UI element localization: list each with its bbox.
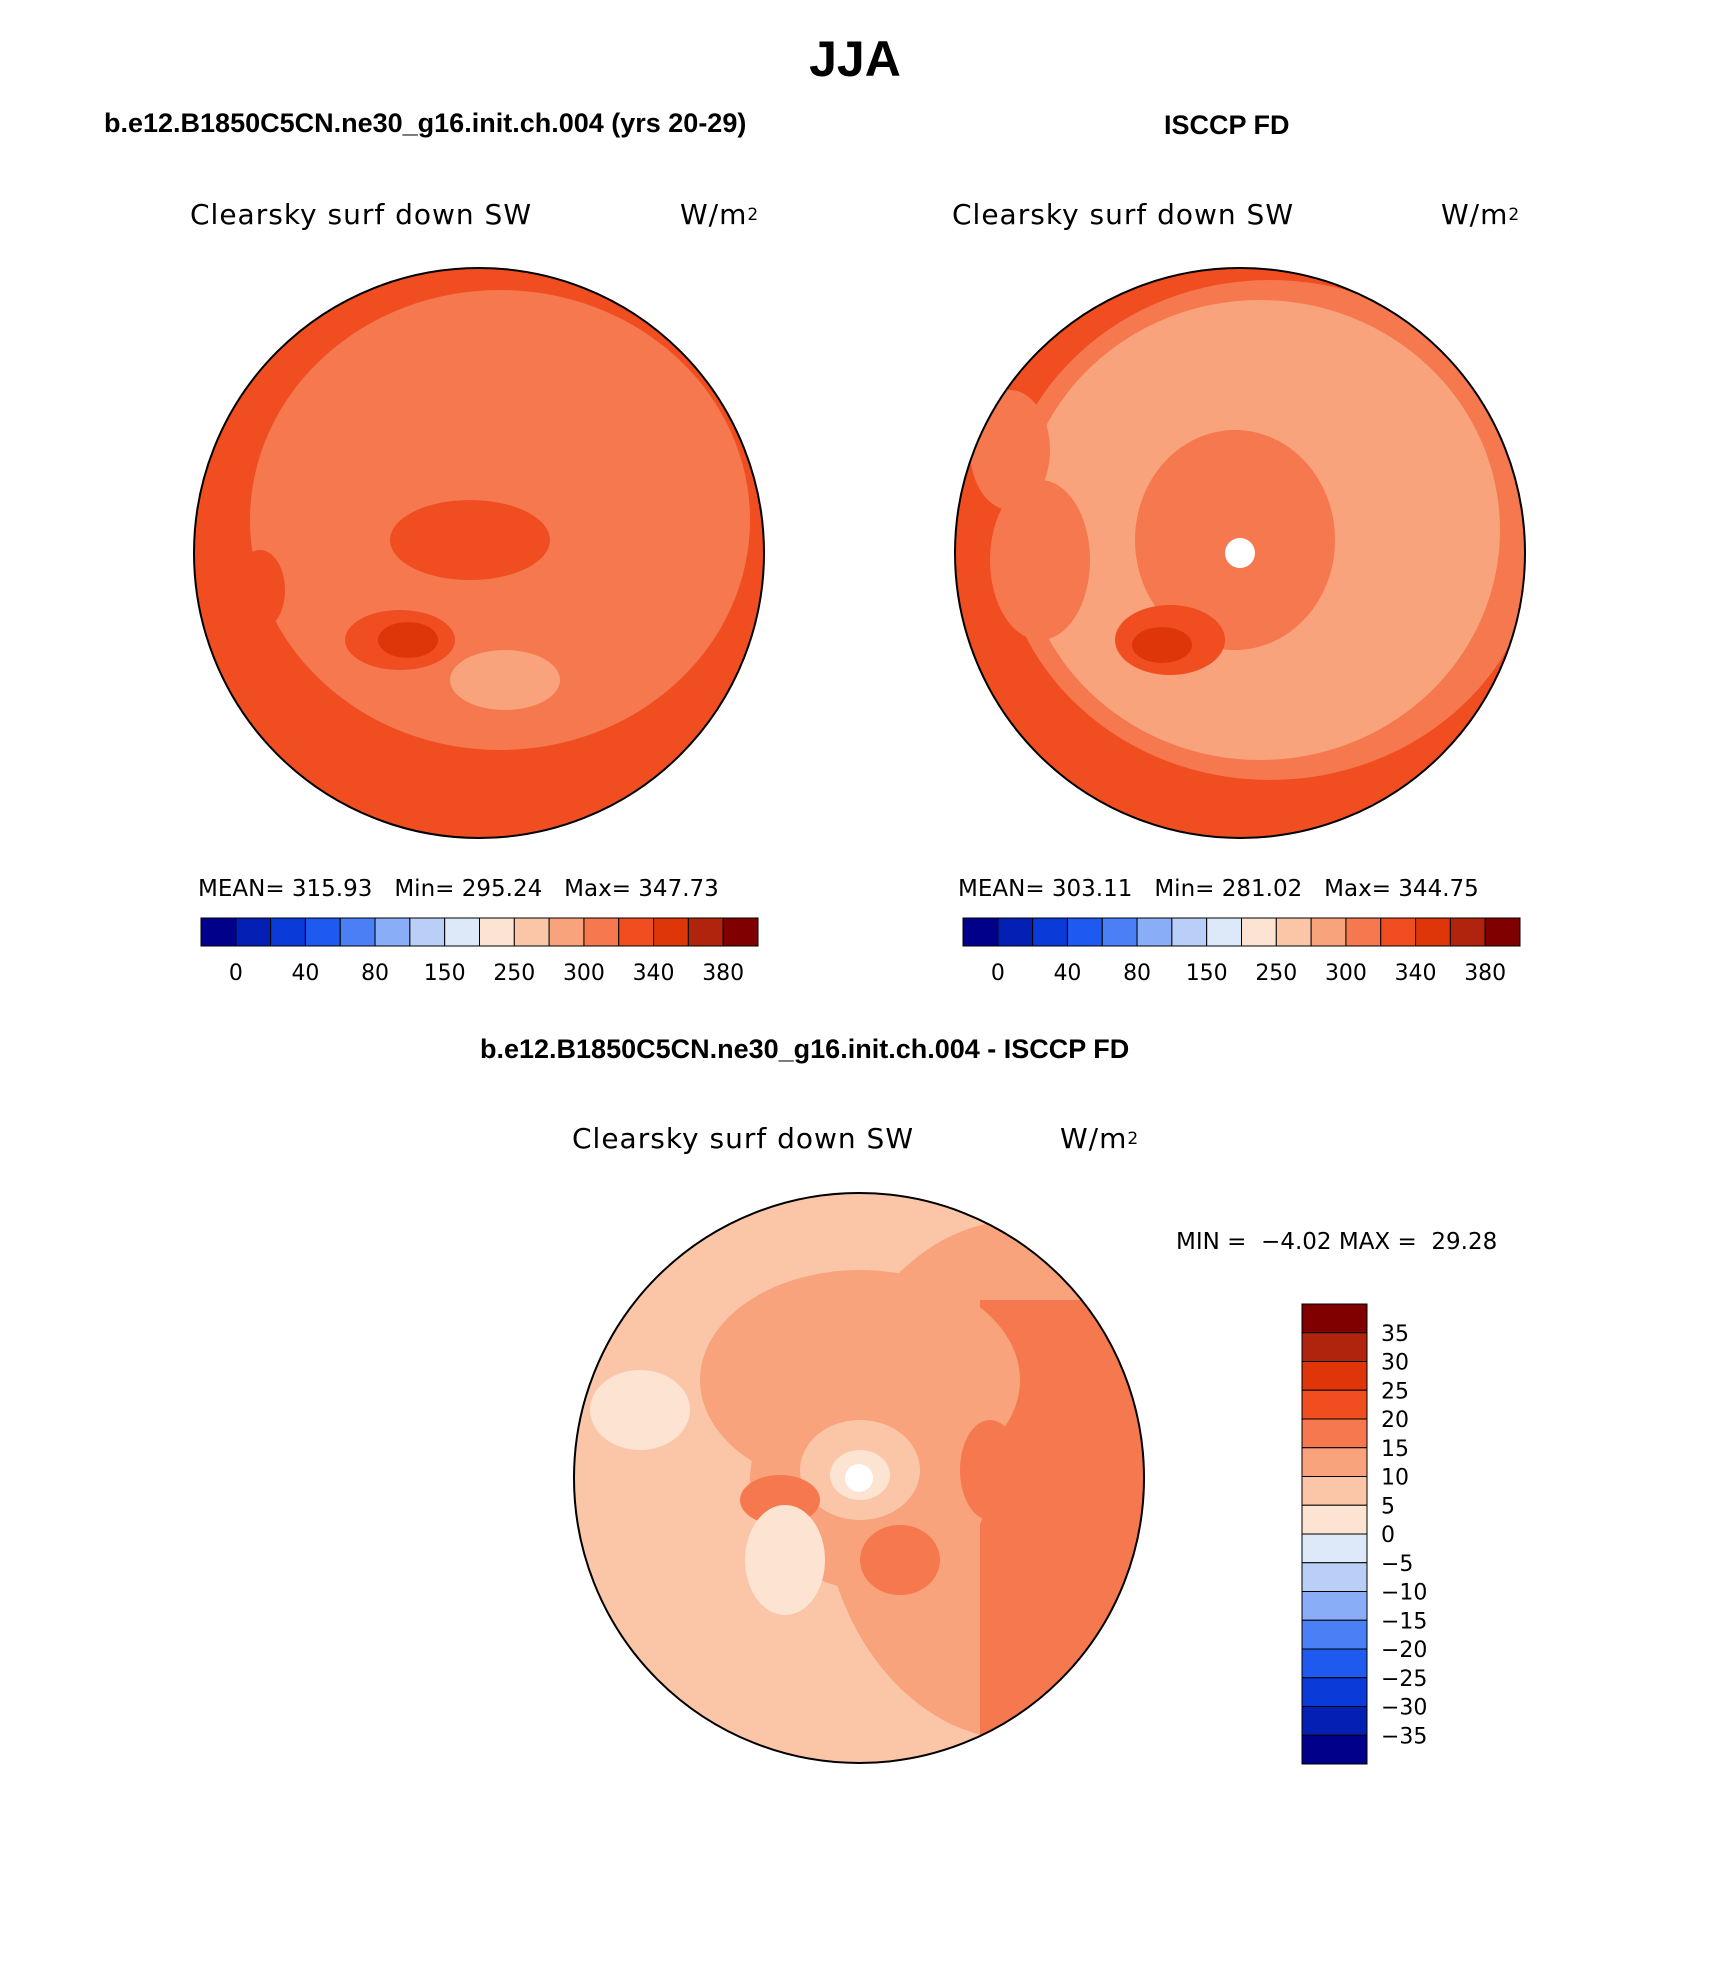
panel-3-colorbar-tick-label: 15 — [1381, 1437, 1409, 1462]
panel-2-stats: MEAN= 303.11 Min= 281.02 Max= 344.75 — [958, 876, 1479, 902]
panel-3-colorbar-swatch — [1301, 1619, 1368, 1650]
panel-2-colorbar-tick-label: 80 — [1123, 961, 1151, 986]
panel-3-colorbar-swatch — [1301, 1476, 1368, 1506]
panel-1-colorbar-tick-label: 80 — [361, 961, 389, 986]
panel-3-colorbar-tick-label: −20 — [1381, 1638, 1427, 1663]
panel-2-colorbar-tick-label: 340 — [1395, 961, 1437, 986]
panel-2-units: W/m2 — [1441, 198, 1521, 231]
panel-2-colorbar-swatch — [1380, 917, 1417, 947]
panel-3-variable-label: Clearsky surf down SW — [572, 1122, 915, 1155]
panel-1-colorbar-tick-label: 380 — [702, 961, 744, 986]
panel-3-colorbar-swatch — [1301, 1648, 1368, 1679]
panel-1-colorbar-swatch — [200, 917, 237, 947]
figure-title: JJA — [809, 31, 901, 87]
panel-2-colorbar-tick-label: 250 — [1255, 961, 1297, 986]
panel-1-colorbar-swatch — [235, 917, 272, 947]
panel-3-colorbar-swatch — [1301, 1591, 1368, 1621]
panel-2-colorbar-swatch — [1484, 917, 1521, 947]
panel-3-colorbar-swatch — [1301, 1303, 1368, 1334]
panel-1-colorbar: 0 40 80 150 250 300 340 380 — [200, 917, 759, 986]
panel-1-colorbar-swatch — [687, 917, 724, 947]
panel-1-colorbar-tick-label: 0 — [229, 961, 243, 986]
panel-3-colorbar-swatch — [1301, 1418, 1368, 1449]
panel-3-colorbar-swatch — [1301, 1562, 1368, 1592]
panel-3-colorbar-tick-label: 10 — [1381, 1466, 1409, 1491]
panel-1-colorbar-tick-label: 250 — [493, 961, 535, 986]
panel-2-colorbar: 0 40 80 150 250 300 340 380 — [962, 917, 1521, 986]
panel-2-colorbar-swatch — [1101, 917, 1138, 947]
panel-3-colorbar-swatch — [1301, 1504, 1368, 1535]
panel-1-colorbar-swatch — [270, 917, 306, 947]
panel-1-colorbar-tick-label: 150 — [424, 961, 466, 986]
panel-3-colorbar-tick-label: 0 — [1381, 1523, 1395, 1548]
panel-3-colorbar-tick-label: −5 — [1381, 1552, 1413, 1577]
panel-1-colorbar-swatch — [653, 917, 689, 947]
panel-2-colorbar-swatch — [1241, 917, 1277, 947]
panel-3-colorbar-swatch — [1301, 1533, 1368, 1564]
panel-3-colorbar-swatch — [1301, 1734, 1368, 1765]
panel-3-colorbar-tick-label: 25 — [1381, 1379, 1409, 1404]
panel-2-colorbar-tick-label: 150 — [1186, 961, 1228, 986]
panel-2-colorbar-tick-label: 0 — [991, 961, 1005, 986]
panel-2-colorbar-swatch — [1415, 917, 1451, 947]
panel-1-colorbar-swatch — [479, 917, 515, 947]
panel-3-case-title: b.e12.B1850C5CN.ne30_g16.init.ch.004 - I… — [480, 1034, 1130, 1064]
panel-1-units: W/m2 — [680, 198, 760, 231]
panel-1-case-title: b.e12.B1850C5CN.ne30_g16.init.ch.004 (yr… — [104, 108, 747, 138]
panel-3-colorbar-tick-label: −10 — [1381, 1581, 1427, 1606]
panel-1-colorbar-swatch — [548, 917, 585, 947]
panel-1-colorbar-swatch — [618, 917, 655, 947]
panel-1-colorbar-tick-label: 40 — [291, 961, 319, 986]
panel-3-colorbar-tick-label: −15 — [1381, 1609, 1427, 1634]
panel-2-colorbar-swatch — [1275, 917, 1312, 947]
panel-2-colorbar-tick-label: 40 — [1053, 961, 1081, 986]
panel-1-colorbar-tick-label: 340 — [633, 961, 675, 986]
panel-3-colorbar-swatch — [1301, 1361, 1368, 1391]
panel-1-colorbar-tick-label: 300 — [563, 961, 605, 986]
panel-2-colorbar-swatch — [1032, 917, 1068, 947]
panel-3-colorbar-tick-label: 30 — [1381, 1351, 1409, 1376]
panel-2-colorbar-swatch — [1136, 917, 1173, 947]
panel-3-colorbar-tick-label: −25 — [1381, 1667, 1427, 1692]
panel-2-case-title: ISCCP FD — [1164, 110, 1290, 140]
panel-2-variable-label: Clearsky surf down SW — [952, 198, 1295, 231]
panel-1-colorbar-swatch — [304, 917, 341, 947]
panel-3-colorbar-tick-label: 35 — [1381, 1322, 1409, 1347]
panel-1-colorbar-swatch — [583, 917, 620, 947]
panel-3-colorbar-tick-label: −30 — [1381, 1696, 1427, 1721]
panel-1-colorbar-swatch — [444, 917, 480, 947]
panel-2-colorbar-swatch — [1066, 917, 1103, 947]
panel-2-colorbar-swatch — [1206, 917, 1242, 947]
panel-3-colorbar-swatch — [1301, 1389, 1368, 1420]
panel-3-stats: MIN = −4.02 MAX = 29.28 — [1176, 1229, 1498, 1255]
panel-2-map — [954, 267, 1526, 839]
panel-3-colorbar-swatch — [1301, 1332, 1368, 1362]
panel-3-units: W/m2 — [1060, 1122, 1140, 1155]
panel-1-colorbar-swatch — [374, 917, 411, 947]
panel-1-colorbar-swatch — [339, 917, 376, 947]
panel-1-colorbar-swatch — [513, 917, 550, 947]
panel-3-colorbar-tick-label: 20 — [1381, 1408, 1409, 1433]
panel-2-colorbar-tick-label: 300 — [1325, 961, 1367, 986]
panel-3-colorbar-swatch — [1301, 1677, 1368, 1707]
panel-1-variable-label: Clearsky surf down SW — [190, 198, 533, 231]
panel-2-colorbar-swatch — [962, 917, 999, 947]
panel-3-colorbar-swatch — [1301, 1447, 1368, 1477]
panel-2-colorbar-swatch — [1345, 917, 1382, 947]
panel-3-colorbar-swatch — [1301, 1706, 1368, 1736]
panel-2-colorbar-swatch — [1171, 917, 1208, 947]
panel-3-colorbar-tick-label: −35 — [1381, 1724, 1427, 1749]
panel-1-map — [193, 267, 765, 839]
panel-1-colorbar-swatch — [722, 917, 759, 947]
panel-2-colorbar-swatch — [1310, 917, 1347, 947]
panel-1-stats: MEAN= 315.93 Min= 295.24 Max= 347.73 — [198, 876, 719, 902]
panel-2-colorbar-swatch — [1449, 917, 1486, 947]
panel-2-colorbar-swatch — [997, 917, 1034, 947]
panel-2-colorbar-tick-label: 380 — [1464, 961, 1506, 986]
panel-3-colorbar: 35 30 25 20 15 10 5 0 −5 −10 −15 −20 −25 −30 −35 — [1301, 1303, 1427, 1765]
panel-1-colorbar-swatch — [409, 917, 446, 947]
panel-3-colorbar-tick-label: 5 — [1381, 1494, 1395, 1519]
